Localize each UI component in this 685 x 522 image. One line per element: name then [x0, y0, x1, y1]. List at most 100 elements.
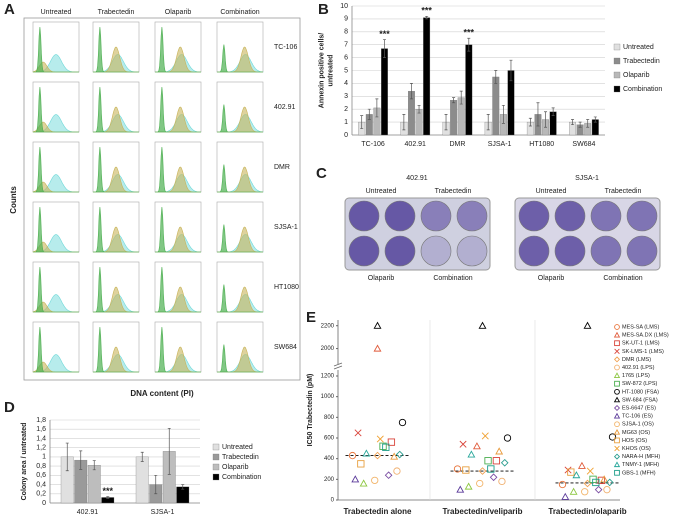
point — [371, 476, 379, 485]
y-tick-label: 1,2 — [36, 445, 46, 452]
error-bar — [509, 59, 513, 82]
point — [478, 321, 487, 329]
error-bar — [544, 111, 548, 128]
x-tick-label: Trabectedin/olaparib — [548, 507, 626, 516]
x-tick-label: Trabectedin alone — [343, 507, 412, 516]
legend-marker — [613, 404, 621, 412]
row-label: TC-106 — [274, 44, 297, 51]
point — [577, 461, 586, 469]
y-tick-label: 0,8 — [36, 463, 46, 470]
y-tick-label: 9 — [344, 16, 348, 23]
point — [487, 465, 495, 473]
y-tick-label: 0 — [331, 498, 335, 504]
histogram-curve — [155, 266, 201, 313]
point — [592, 478, 600, 487]
error-bar — [551, 107, 555, 116]
histogram-curve — [33, 26, 79, 73]
point — [472, 442, 481, 450]
point — [390, 452, 399, 460]
bar — [492, 76, 500, 136]
point — [373, 344, 382, 352]
point — [357, 460, 365, 468]
x-tick-label: SJSA-1 — [151, 509, 175, 516]
y-label: IC50 Trabectedin (pM) — [307, 374, 314, 447]
histogram-curve — [33, 326, 79, 373]
y-tick-label: 1200 — [321, 374, 335, 380]
legend-swatch — [613, 57, 621, 65]
point — [481, 432, 489, 440]
error-bar — [486, 114, 490, 131]
legend-marker — [613, 331, 621, 338]
legend-swatch — [613, 85, 621, 93]
annotation: *** — [379, 29, 390, 39]
point — [398, 418, 407, 427]
histogram-curve — [93, 206, 139, 253]
y-tick-label: 0,4 — [36, 481, 46, 488]
plate-label: Trabectedin — [605, 188, 642, 195]
error-bar — [181, 484, 185, 490]
annotation: *** — [464, 28, 475, 38]
legend-marker — [614, 421, 620, 428]
point — [489, 473, 498, 482]
well — [590, 200, 622, 232]
histogram-curve — [93, 266, 139, 313]
legend-label: SW-684 (FSA) — [622, 397, 658, 403]
legend-label: NARA-H (MFH) — [622, 454, 660, 460]
point — [453, 465, 462, 473]
x-tick-label: Trabectedin/veliparib — [442, 507, 522, 516]
plate-label: Combination — [603, 275, 642, 282]
point — [354, 429, 362, 437]
y-tick-label: 1,4 — [36, 435, 46, 442]
point — [462, 466, 470, 474]
legend-label: Olaparib — [623, 72, 650, 79]
plate — [344, 197, 491, 271]
point — [456, 485, 465, 493]
histogram-curve — [93, 146, 139, 193]
legend-label: SK-UT-1 (LMS) — [622, 341, 660, 347]
legend-marker — [613, 356, 621, 363]
legend-label: HOS (OS) — [622, 438, 647, 444]
well — [554, 235, 586, 267]
column-header: Untreated — [41, 9, 72, 16]
axis-break — [333, 362, 343, 370]
well — [456, 200, 488, 232]
point — [382, 443, 390, 451]
legend-label: ES-6647 (ES) — [622, 405, 656, 411]
legend-label: Combination — [623, 86, 662, 93]
y-tick-label: 0 — [42, 500, 46, 507]
well — [456, 235, 488, 267]
point — [594, 485, 603, 494]
point — [597, 476, 606, 485]
histogram-curve — [93, 326, 139, 373]
plate-label: Olaparib — [538, 275, 565, 282]
point — [459, 440, 467, 448]
y-tick-label: 200 — [324, 477, 335, 483]
point — [467, 450, 476, 458]
plate-label: Combination — [433, 275, 472, 282]
y-tick-label: 0,6 — [36, 472, 46, 479]
x-tick-label: 402.91 — [77, 509, 99, 516]
well — [554, 200, 586, 232]
bar — [381, 48, 388, 136]
point — [476, 479, 484, 488]
histogram-curve — [155, 146, 201, 193]
legend-swatch — [613, 43, 621, 51]
y-tick-label: 0,2 — [36, 491, 46, 498]
well — [420, 235, 452, 267]
error-bar — [409, 83, 413, 100]
plate-label: Untreated — [366, 188, 397, 195]
error-bar — [79, 450, 83, 470]
point — [586, 467, 594, 475]
panel-label: E — [306, 309, 316, 326]
bar — [423, 17, 431, 136]
legend-label: HT-1080 (FSA) — [622, 389, 659, 395]
legend-swatch — [212, 443, 220, 451]
point — [503, 434, 512, 442]
point — [558, 480, 567, 489]
bar — [87, 465, 101, 504]
point — [373, 321, 382, 329]
y-tick-label: 7 — [344, 42, 348, 49]
x-tick-label: SW684 — [572, 141, 595, 148]
point — [583, 321, 592, 329]
y-tick-label: 600 — [324, 436, 335, 442]
